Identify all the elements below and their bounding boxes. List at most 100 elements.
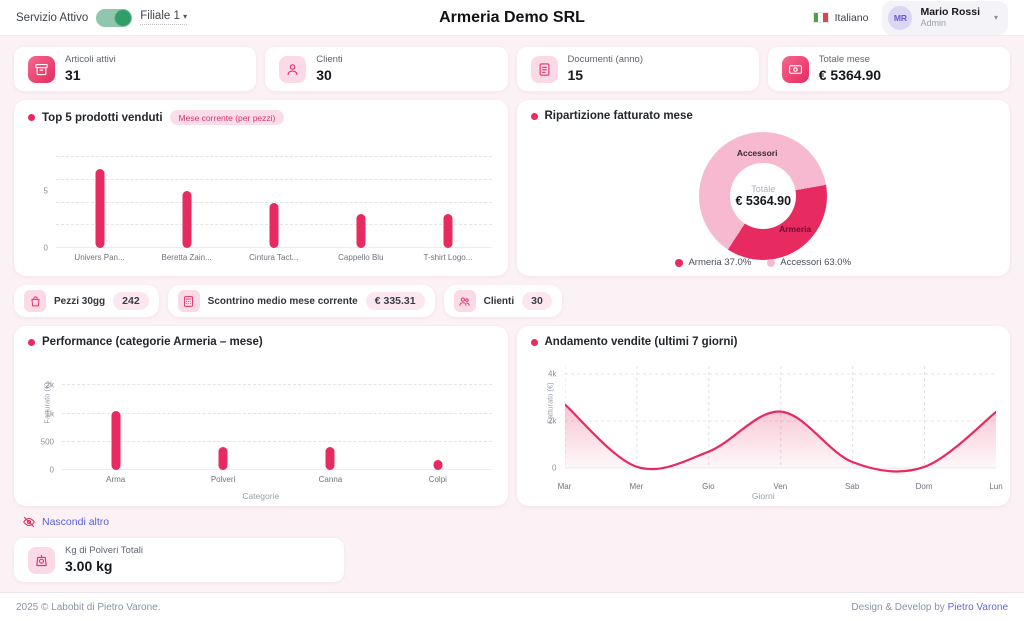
y-tick-label: 2k: [45, 380, 54, 390]
top5-chart-card: Top 5 prodotti venduti Mese corrente (pe…: [14, 100, 508, 276]
title-dot-icon: [28, 114, 35, 121]
y-tick-label: 2k: [548, 416, 557, 426]
pill-pezzi-30gg: Pezzi 30gg 242: [14, 285, 159, 317]
bar: [269, 202, 279, 248]
slice-label-accessori: Accessori: [736, 148, 778, 158]
x-category-label: Cintura Tact...: [249, 253, 299, 262]
x-axis-line: [62, 469, 492, 470]
kg-polveri-card: Kg di Polveri Totali 3.00 kg: [14, 538, 344, 582]
bag-icon: [24, 290, 46, 312]
chart-title: Ripartizione fatturato mese: [544, 110, 693, 122]
pill-clienti: Clienti 30: [443, 285, 562, 317]
footer-credit-text: Design & Develop by: [851, 601, 948, 613]
charts-row-2: Performance (categorie Armeria – mese) F…: [14, 326, 1010, 506]
legend-item-accessori: Accessori 63.0%: [767, 257, 851, 268]
pill-label: Pezzi 30gg: [54, 295, 106, 307]
x-category-label: Polveri: [210, 475, 236, 484]
service-toggle[interactable]: [96, 8, 133, 27]
legend-label: Accessori 63.0%: [780, 257, 852, 268]
bar: [356, 213, 366, 248]
footer-credit: Design & Develop by Pietro Varone: [851, 602, 1008, 613]
user-menu[interactable]: MR Mario Rossi Admin ▾: [882, 0, 1008, 35]
bar: [433, 460, 443, 470]
pills-row: Pezzi 30gg 242 Scontrino medio mese corr…: [14, 285, 1010, 317]
stat-value: € 5364.90: [818, 66, 882, 83]
donut-legend: Armeria 37.0% Accessori 63.0%: [517, 257, 1011, 268]
bar: [443, 213, 453, 248]
x-category-label: Cappello Blu: [338, 253, 384, 262]
donut-chart: Accessori Armeria Totale € 5364.90: [699, 132, 828, 260]
y-tick-label: 4k: [548, 369, 557, 379]
avatar: MR: [888, 5, 913, 30]
y-tick-label: 5: [43, 186, 48, 196]
eye-off-icon: [23, 516, 35, 528]
stat-label: Articoli attivi: [65, 54, 116, 66]
bar: [218, 446, 228, 470]
gridline: [62, 440, 492, 442]
branch-selector[interactable]: Filiale 1 ▾: [140, 10, 188, 25]
footer-copyright: 2025 © Labobit di Pietro Varone.: [16, 601, 161, 613]
trend-chart-card: Andamento vendite (ultimi 7 giorni) Fatt…: [516, 326, 1010, 506]
gridline: [56, 201, 492, 203]
scale-icon: [28, 546, 55, 574]
hide-extra-link[interactable]: Nascondi altro: [14, 515, 1010, 529]
user-name: Mario Rossi: [920, 5, 980, 18]
x-category-label: Colpi: [428, 475, 447, 484]
stat-label: Kg di Polveri Totali: [65, 545, 143, 557]
pill-label: Clienti: [483, 295, 515, 307]
calculator-icon: [177, 290, 200, 312]
pill-value-badge: € 335.31: [365, 292, 425, 310]
line-chart-svg: [565, 362, 997, 480]
top5-bar-plot: 0 5 Univers Pan... Beretta Zain... Cintura T…: [44, 138, 492, 262]
donut-center-value: € 5364.90: [735, 194, 792, 208]
bar: [325, 447, 335, 470]
chart-badge: Mese corrente (per pezzi): [169, 110, 285, 125]
user-role: Admin: [920, 18, 946, 29]
pill-scontrino-medio: Scontrino medio mese corrente € 335.31: [167, 285, 435, 317]
y-axis-label: Fatturato (€): [545, 382, 554, 424]
donut-center: Totale € 5364.90: [730, 163, 797, 229]
stat-card-totale-mese: Totale mese € 5364.90: [767, 47, 1010, 91]
x-category-label: Arma: [106, 475, 126, 484]
footer-credit-link[interactable]: Pietro Varone: [947, 601, 1008, 613]
x-category-label: Univers Pan...: [74, 253, 125, 262]
y-tick-label: 0: [552, 463, 557, 473]
pill-label: Scontrino medio mese corrente: [207, 295, 358, 307]
x-category-label: Beretta Zain...: [161, 253, 212, 262]
language-selector[interactable]: Italiano: [812, 11, 869, 24]
y-tick-label: 500: [40, 437, 54, 447]
branch-label: Filiale 1: [140, 10, 180, 22]
x-category-label: Dom: [915, 482, 933, 491]
legend-dot-icon: [767, 258, 776, 267]
banknote-icon: [781, 55, 809, 83]
top-bar: Servizio Attivo Filiale 1 ▾ Armeria Demo…: [0, 0, 1024, 36]
language-label: Italiano: [834, 11, 869, 24]
title-dot-icon: [530, 338, 538, 346]
y-tick-label: 0: [49, 465, 54, 475]
donut-chart-card: Ripartizione fatturato mese Accessori Ar…: [516, 100, 1011, 276]
hide-label: Nascondi altro: [42, 516, 110, 528]
charts-row-1: Top 5 prodotti venduti Mese corrente (pe…: [14, 100, 1010, 276]
x-category-label: Ven: [773, 482, 788, 491]
y-tick-label: 1k: [45, 409, 54, 419]
service-status-label: Servizio Attivo: [16, 11, 89, 24]
stat-label: Totale mese: [818, 54, 870, 66]
x-category-label: Mer: [629, 482, 644, 491]
toggle-knob: [115, 9, 132, 26]
stat-value: 30: [316, 66, 332, 83]
gridline: [56, 178, 492, 180]
stats-row: Articoli attivi 31 Clienti 30 Documenti …: [14, 47, 1010, 91]
y-tick-label: 0: [43, 243, 48, 253]
stat-value: 15: [567, 66, 584, 83]
stat-card-articoli: Articoli attivi 31: [14, 47, 257, 91]
legend-item-armeria: Armeria 37.0%: [675, 257, 751, 268]
pill-value-badge: 242: [113, 292, 149, 310]
chart-title: Andamento vendite (ultimi 7 giorni): [544, 336, 738, 348]
performance-chart-card: Performance (categorie Armeria – mese) F…: [14, 326, 508, 506]
x-category-label: Gio: [702, 482, 715, 491]
x-category-label: Lun: [989, 482, 1003, 491]
title-dot-icon: [530, 112, 538, 120]
legend-label: Armeria 37.0%: [688, 257, 752, 268]
stat-card-documenti: Documenti (anno) 15: [516, 47, 759, 91]
x-category-label: T-shirt Logo...: [423, 253, 473, 262]
